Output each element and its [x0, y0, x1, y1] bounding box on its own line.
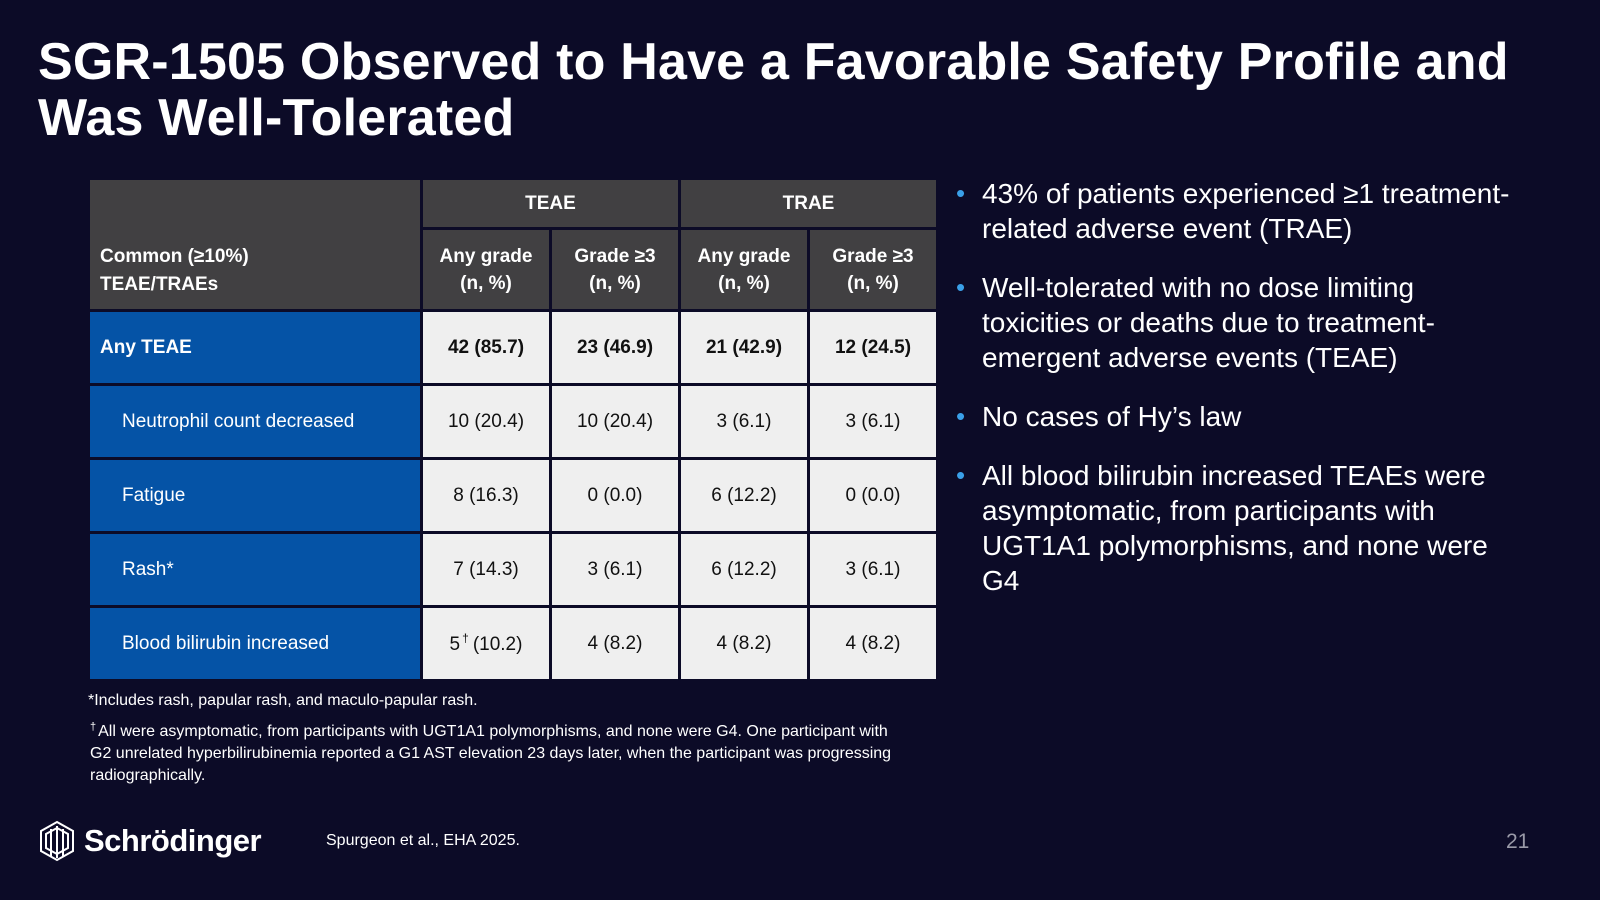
row-label-neutrophil: Neutrophil count decreased	[87, 383, 423, 460]
bullet-dot-icon: •	[956, 178, 966, 208]
bullet-text: Well-tolerated with no dose limiting tox…	[982, 272, 1435, 373]
row-label-bilirubin: Blood bilirubin increased	[87, 605, 423, 682]
list-item: • Well-tolerated with no dose limiting to…	[956, 270, 1516, 375]
table-row: Fatigue 8 (16.3) 0 (0.0) 6 (12.2) 0 (0.0…	[87, 457, 939, 534]
footnote-dagger-text: All were asymptomatic, from participants…	[90, 723, 892, 784]
table-cell: 4 (8.2)	[807, 605, 939, 682]
table-cell-bilirubin-any-teae: 5 † (10.2)	[420, 605, 552, 682]
sub-header-line1: Grade ≥3	[832, 245, 914, 267]
table-cell: 3 (6.1)	[807, 383, 939, 460]
table-cell: 6 (12.2)	[678, 457, 810, 534]
bullet-text: No cases of Hy’s law	[982, 401, 1242, 432]
table-cell: 0 (0.0)	[807, 457, 939, 534]
table-cell: 7 (14.3)	[420, 531, 552, 608]
slide-title: SGR-1505 Observed to Have a Favorable Sa…	[38, 33, 1509, 147]
schrodinger-logo-icon	[40, 820, 74, 862]
table-row: Blood bilirubin increased 5 † (10.2) 4 (8.…	[87, 605, 939, 682]
list-item: • 43% of patients experienced ≥1 treatmen…	[956, 176, 1516, 246]
sub-header: Grade ≥3 (n, %)	[549, 227, 681, 312]
bullet-dot-icon: •	[956, 460, 966, 490]
page-number: 21	[1506, 830, 1530, 853]
table-corner-header: Common (≥10%) TEAE/TRAEs	[87, 177, 423, 312]
footnote-dagger: † All were asymptomatic, from participant…	[90, 716, 910, 787]
table-cell: 0 (0.0)	[549, 457, 681, 534]
table-row: Neutrophil count decreased 10 (20.4) 10 …	[87, 383, 939, 460]
corner-label-line1: Common (≥10%)	[100, 246, 249, 267]
list-item: • No cases of Hy’s law	[956, 399, 1516, 434]
corner-label-line2: TEAE/TRAEs	[100, 274, 219, 295]
sub-header: Any grade (n, %)	[678, 227, 810, 312]
row-label-any-teae: Any TEAE	[87, 309, 423, 386]
table-cell: 3 (6.1)	[678, 383, 810, 460]
citation: Spurgeon et al., EHA 2025.	[326, 832, 520, 849]
table-cell: 12 (24.5)	[807, 309, 939, 386]
cell-value: 5	[449, 634, 461, 655]
safety-table: Common (≥10%) TEAE/TRAEs TEAE TRAE Any g…	[87, 177, 939, 682]
table-cell: 3 (6.1)	[807, 531, 939, 608]
brand-logo: Schrödinger	[38, 820, 262, 862]
table-cell: 23 (46.9)	[549, 309, 681, 386]
table-cell: 4 (8.2)	[678, 605, 810, 682]
sub-header-line1: Grade ≥3	[574, 245, 656, 267]
table-cell: 6 (12.2)	[678, 531, 810, 608]
cell-value-suffix: (10.2)	[472, 634, 523, 655]
table-row: Any TEAE 42 (85.7) 23 (46.9) 21 (42.9) 1…	[87, 309, 939, 386]
bullet-dot-icon: •	[956, 401, 966, 431]
bullet-dot-icon: •	[956, 272, 966, 302]
row-label-fatigue: Fatigue	[87, 457, 423, 534]
bullet-text: 43% of patients experienced ≥1 treatment…	[982, 178, 1510, 244]
table-cell: 3 (6.1)	[549, 531, 681, 608]
footnote-rash: *Includes rash, papular rash, and maculo…	[88, 692, 478, 709]
dagger-mark: †	[462, 631, 469, 645]
table-cell: 21 (42.9)	[678, 309, 810, 386]
table-cell: 42 (85.7)	[420, 309, 552, 386]
sub-header-line1: Any grade	[439, 245, 533, 267]
table-cell: 10 (20.4)	[549, 383, 681, 460]
group-header-trae: TRAE	[678, 177, 939, 230]
key-points-list: • 43% of patients experienced ≥1 treatmen…	[956, 176, 1516, 622]
sub-header-line2: (n, %)	[460, 272, 512, 294]
sub-header-line2: (n, %)	[847, 272, 899, 294]
sub-header-line2: (n, %)	[589, 272, 641, 294]
table-row: Rash* 7 (14.3) 3 (6.1) 6 (12.2) 3 (6.1)	[87, 531, 939, 608]
list-item: • All blood bilirubin increased TEAEs wer…	[956, 458, 1516, 598]
group-header-teae: TEAE	[420, 177, 681, 230]
table-cell: 8 (16.3)	[420, 457, 552, 534]
sub-header: Grade ≥3 (n, %)	[807, 227, 939, 312]
sub-header: Any grade (n, %)	[420, 227, 552, 312]
row-label-rash: Rash*	[87, 531, 423, 608]
bullet-text: All blood bilirubin increased TEAEs were…	[982, 460, 1488, 596]
sub-header-line2: (n, %)	[718, 272, 770, 294]
sub-header-line1: Any grade	[697, 245, 791, 267]
footnote-dagger-mark: †	[90, 721, 97, 733]
table-cell: 10 (20.4)	[420, 383, 552, 460]
table-cell: 4 (8.2)	[549, 605, 681, 682]
brand-name: Schrödinger	[84, 823, 262, 858]
